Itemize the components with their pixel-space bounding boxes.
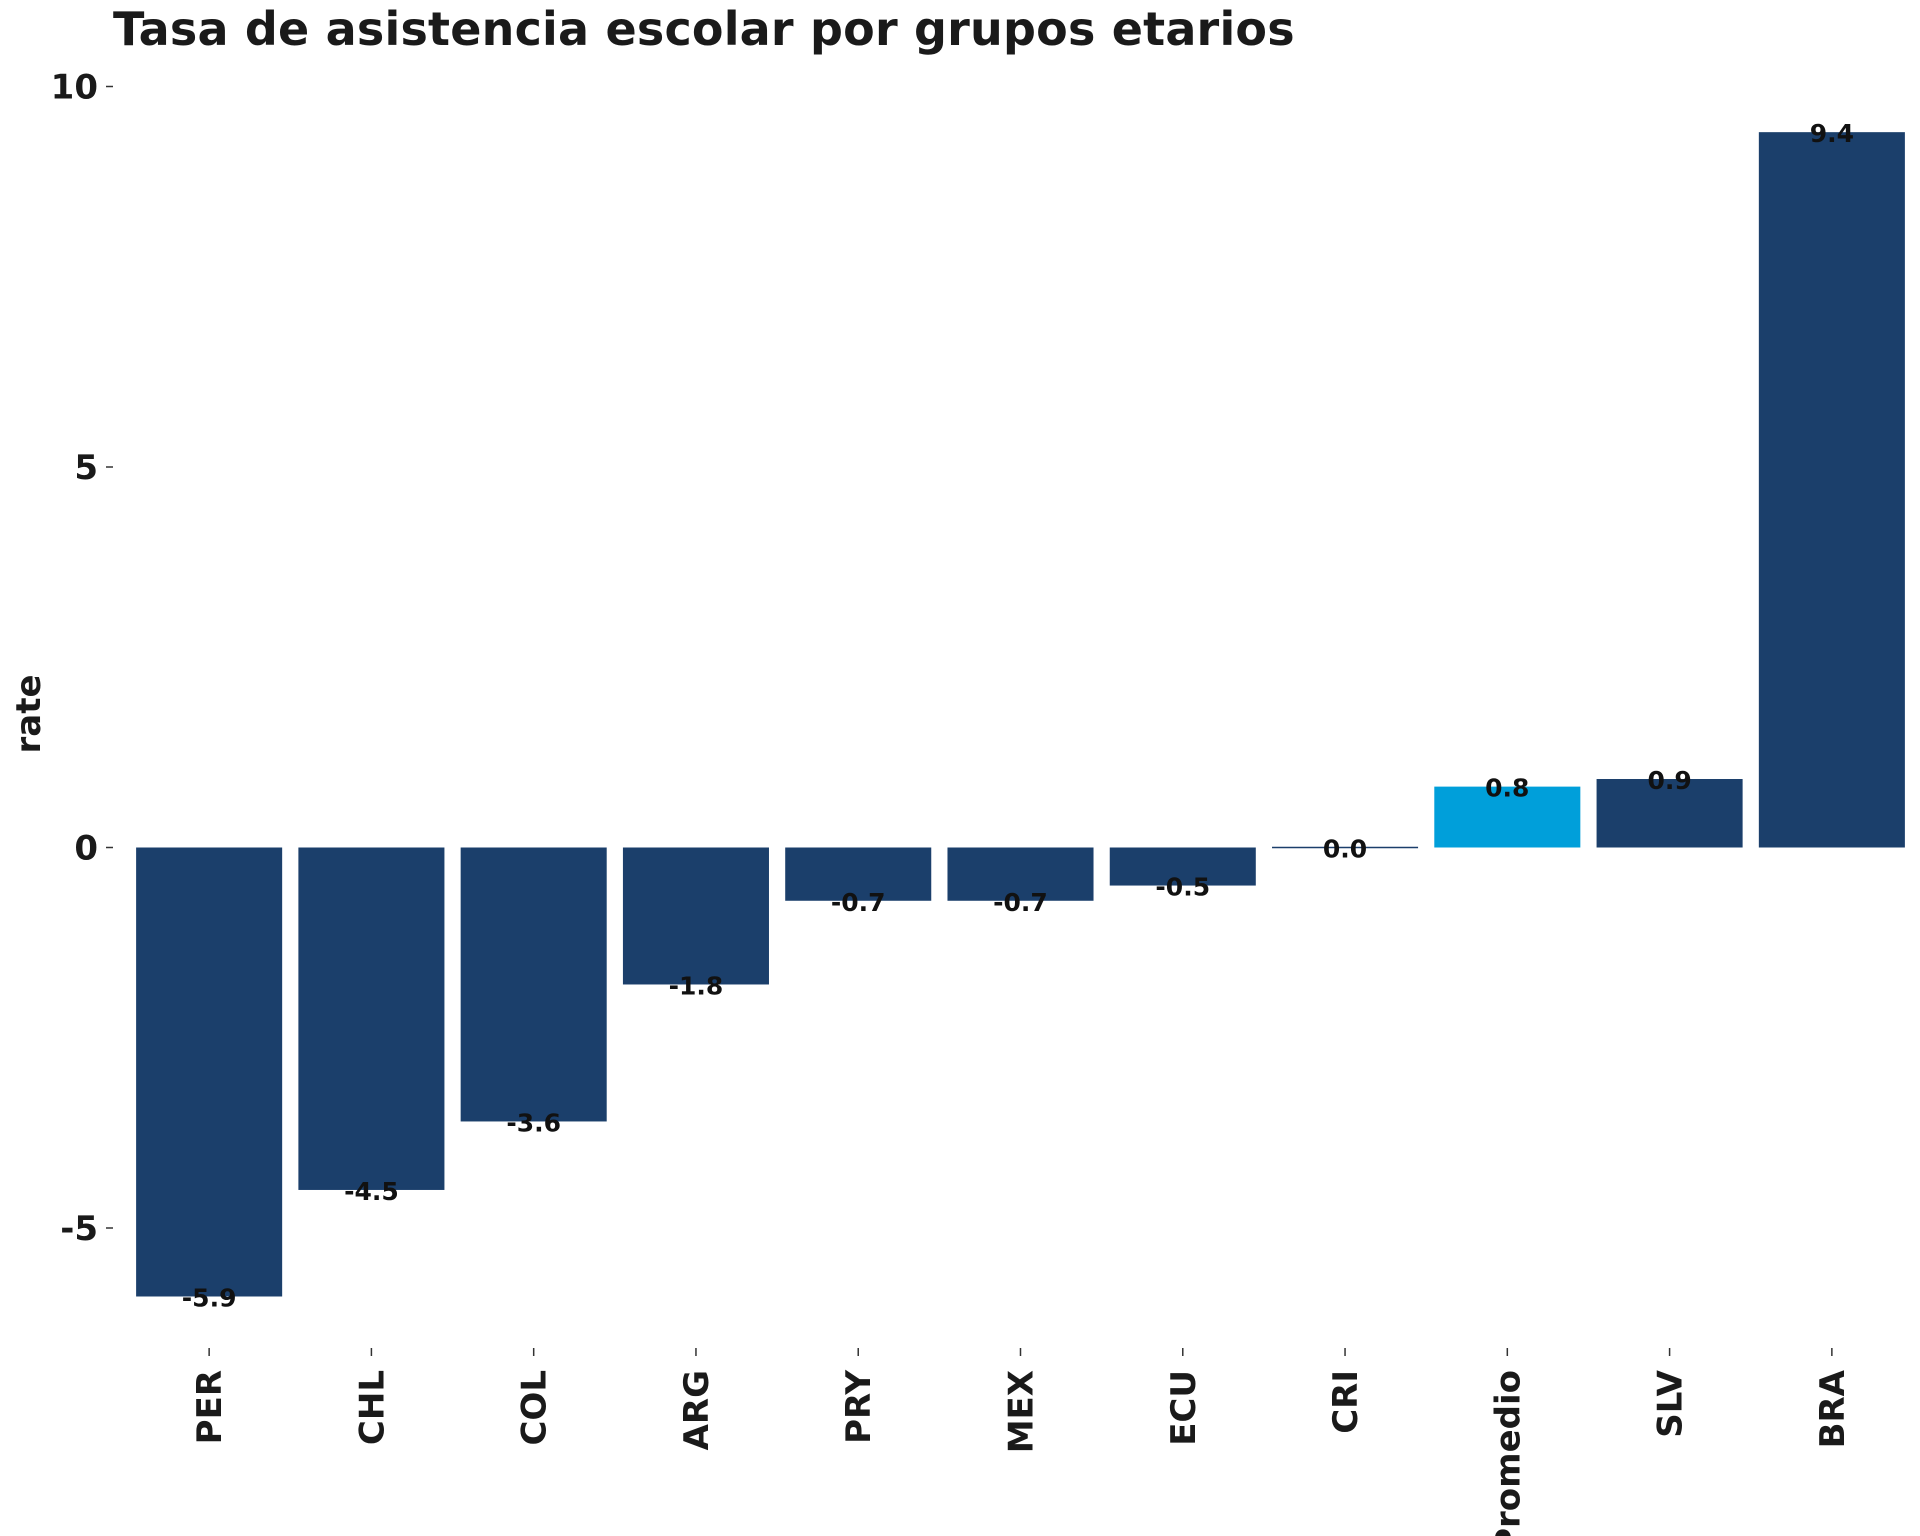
- y-tick-label: 0: [74, 829, 98, 869]
- x-tick-label-mex: MEX: [1002, 1370, 1042, 1453]
- x-tick-label-col: COL: [515, 1370, 555, 1446]
- data-label-mex: -0.7: [993, 888, 1048, 917]
- bar-promedio: [1434, 786, 1581, 848]
- bar-col: [460, 847, 607, 1122]
- data-label-slv: 0.9: [1647, 766, 1691, 795]
- x-tick-label-bra: BRA: [1813, 1369, 1853, 1448]
- x-tick-label-promedio: Promedio: [1488, 1370, 1528, 1536]
- data-label-per: -5.9: [182, 1283, 237, 1312]
- bar-per: [136, 847, 283, 1297]
- bar-ecu: [1109, 847, 1256, 886]
- bar-chl: [298, 847, 445, 1190]
- y-tick-label: 10: [51, 68, 98, 108]
- x-tick-label-ecu: ECU: [1164, 1370, 1204, 1446]
- data-label-cri: 0.0: [1323, 835, 1367, 864]
- data-label-chl: -4.5: [344, 1177, 399, 1206]
- bar-cri: [1272, 846, 1419, 849]
- data-label-arg: -1.8: [669, 971, 724, 1000]
- data-label-bra: 9.4: [1810, 119, 1854, 148]
- y-axis-title: rate: [9, 674, 49, 753]
- bar-pry: [785, 847, 932, 901]
- chart-title: Tasa de asistencia escolar por grupos et…: [113, 2, 1295, 56]
- data-labels: -5.9 -4.5 -3.6 -1.8 -0.7 -0.7 -0.5 0.0 0.8 0.9 9.4: [182, 119, 1854, 1312]
- bar-mex: [947, 847, 1094, 901]
- bar-arg: [622, 847, 769, 985]
- y-tick-label: -5: [60, 1209, 98, 1249]
- x-tick-label-pry: PRY: [839, 1370, 879, 1444]
- y-axis: -5 0 5 10: [51, 68, 113, 1249]
- data-label-pry: -0.7: [831, 888, 886, 917]
- bar-bra: [1758, 132, 1905, 848]
- x-tick-label-chl: CHL: [352, 1370, 392, 1445]
- x-tick-label-arg: ARG: [677, 1370, 717, 1450]
- x-axis: PER CHL COL ARG PRY MEX ECU CRI Promedio SLV BRA: [190, 1348, 1853, 1536]
- data-label-col: -3.6: [506, 1108, 561, 1137]
- bar-slv: [1596, 779, 1743, 848]
- bars: [136, 132, 1905, 1297]
- y-tick-label: 5: [74, 448, 98, 488]
- data-label-promedio: 0.8: [1485, 774, 1529, 803]
- data-label-ecu: -0.5: [1155, 873, 1210, 902]
- x-tick-label-cri: CRI: [1326, 1370, 1366, 1434]
- x-tick-label-slv: SLV: [1651, 1369, 1691, 1437]
- x-tick-label-per: PER: [190, 1370, 230, 1444]
